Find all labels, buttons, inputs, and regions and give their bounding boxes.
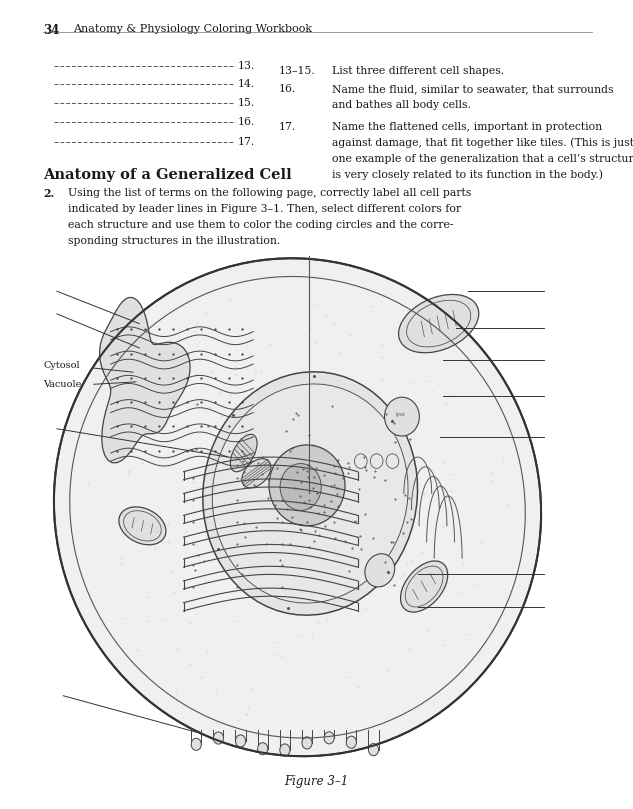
Text: sponding structures in the illustration.: sponding structures in the illustration. bbox=[68, 236, 280, 246]
Ellipse shape bbox=[370, 454, 383, 468]
Text: each structure and use them to color the coding circles and the corre-: each structure and use them to color the… bbox=[68, 220, 454, 230]
Ellipse shape bbox=[401, 561, 448, 612]
Text: 34: 34 bbox=[43, 24, 60, 37]
Text: lyso: lyso bbox=[395, 412, 405, 417]
Ellipse shape bbox=[212, 384, 408, 603]
Ellipse shape bbox=[302, 737, 312, 749]
Text: Name the fluid, similar to seawater, that surrounds: Name the fluid, similar to seawater, tha… bbox=[332, 84, 614, 94]
Ellipse shape bbox=[280, 744, 290, 756]
Text: Vacuole: Vacuole bbox=[43, 379, 82, 389]
Text: 13.: 13. bbox=[238, 61, 255, 71]
Polygon shape bbox=[99, 298, 190, 463]
Text: 16.: 16. bbox=[238, 117, 255, 127]
Text: indicated by leader lines in Figure 3–1. Then, select different colors for: indicated by leader lines in Figure 3–1.… bbox=[68, 204, 461, 214]
Ellipse shape bbox=[368, 743, 379, 756]
Text: Using the list of terms on the following page, correctly label all cell parts: Using the list of terms on the following… bbox=[68, 188, 472, 198]
Text: is very closely related to its function in the body.): is very closely related to its function … bbox=[332, 170, 603, 180]
Text: 2.: 2. bbox=[43, 188, 54, 200]
Text: 16.: 16. bbox=[279, 84, 296, 94]
Ellipse shape bbox=[324, 732, 334, 744]
Text: one example of the generalization that a cell’s structure: one example of the generalization that a… bbox=[332, 154, 633, 163]
Text: 14.: 14. bbox=[238, 79, 255, 89]
Text: Figure 3–1: Figure 3–1 bbox=[284, 775, 349, 788]
Text: 13–15.: 13–15. bbox=[279, 66, 315, 76]
Ellipse shape bbox=[258, 743, 268, 755]
Text: Anatomy of a Generalized Cell: Anatomy of a Generalized Cell bbox=[43, 168, 292, 182]
Text: Name the flattened cells, important in protection: Name the flattened cells, important in p… bbox=[332, 122, 603, 132]
Ellipse shape bbox=[354, 454, 367, 468]
Ellipse shape bbox=[119, 507, 166, 544]
Text: 17.: 17. bbox=[238, 138, 255, 147]
Ellipse shape bbox=[346, 736, 356, 748]
Ellipse shape bbox=[386, 454, 399, 468]
Ellipse shape bbox=[230, 434, 257, 472]
Text: Cytosol: Cytosol bbox=[43, 361, 80, 371]
Text: 17.: 17. bbox=[279, 122, 296, 132]
Text: and bathes all body cells.: and bathes all body cells. bbox=[332, 100, 471, 110]
Ellipse shape bbox=[242, 459, 271, 488]
Ellipse shape bbox=[203, 372, 418, 615]
Ellipse shape bbox=[385, 397, 419, 436]
Text: 15.: 15. bbox=[238, 98, 255, 108]
Text: List three different cell shapes.: List three different cell shapes. bbox=[332, 66, 505, 76]
Ellipse shape bbox=[54, 258, 541, 756]
Text: against damage, that fit together like tiles. (This is just: against damage, that fit together like t… bbox=[332, 138, 633, 149]
Ellipse shape bbox=[365, 553, 395, 587]
Ellipse shape bbox=[235, 735, 246, 747]
Ellipse shape bbox=[213, 732, 223, 744]
Ellipse shape bbox=[191, 738, 201, 751]
Ellipse shape bbox=[280, 464, 321, 510]
Ellipse shape bbox=[269, 445, 345, 526]
Ellipse shape bbox=[399, 294, 479, 353]
Text: Anatomy & Physiology Coloring Workbook: Anatomy & Physiology Coloring Workbook bbox=[73, 24, 312, 34]
